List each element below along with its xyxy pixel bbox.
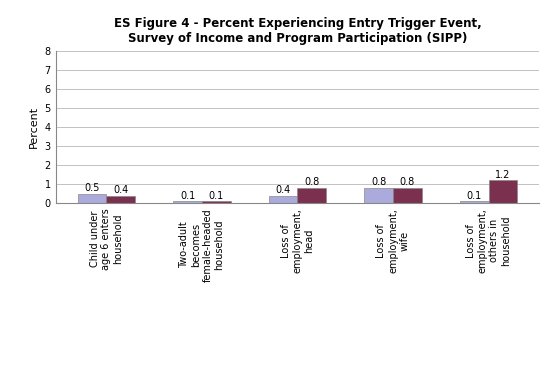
Text: 0.8: 0.8 <box>400 177 415 187</box>
Text: 0.1: 0.1 <box>180 191 195 201</box>
Bar <box>106 196 135 203</box>
Text: 0.8: 0.8 <box>304 177 320 187</box>
Bar <box>364 188 393 203</box>
Bar <box>460 201 489 203</box>
Text: 0.1: 0.1 <box>208 191 224 201</box>
Bar <box>202 201 231 203</box>
Bar <box>297 188 326 203</box>
Text: 0.4: 0.4 <box>113 185 128 195</box>
Text: 0.4: 0.4 <box>275 185 291 195</box>
Title: ES Figure 4 - Percent Experiencing Entry Trigger Event,
Survey of Income and Pro: ES Figure 4 - Percent Experiencing Entry… <box>113 18 481 45</box>
Text: 0.8: 0.8 <box>371 177 386 187</box>
Y-axis label: Percent: Percent <box>29 106 39 148</box>
Bar <box>393 188 422 203</box>
Text: 0.1: 0.1 <box>466 191 482 201</box>
Text: 1.2: 1.2 <box>495 170 510 180</box>
Bar <box>269 196 297 203</box>
Bar <box>489 180 517 203</box>
Bar <box>78 194 106 203</box>
Bar <box>173 201 202 203</box>
Text: 0.5: 0.5 <box>85 183 100 193</box>
